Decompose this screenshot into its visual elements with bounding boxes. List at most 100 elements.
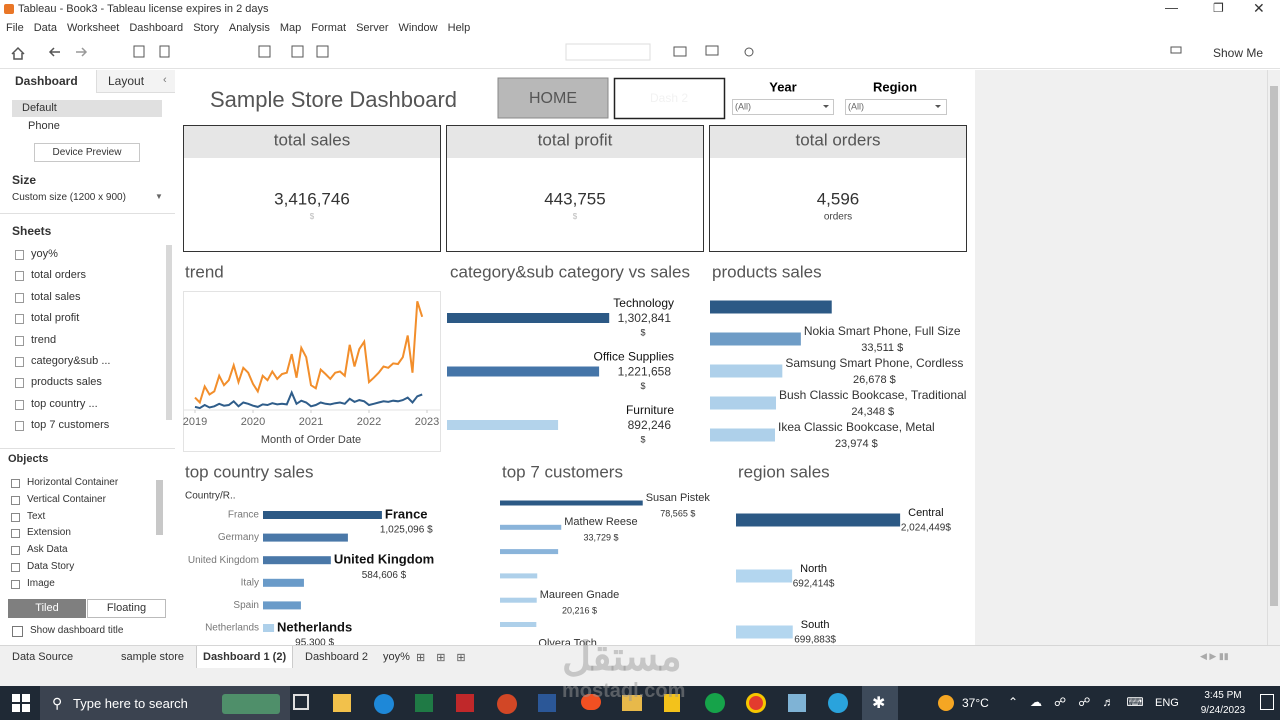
duplicate-icon[interactable] bbox=[291, 45, 304, 58]
menu-item[interactable]: Help bbox=[447, 22, 471, 34]
sheet-item[interactable]: category&sub ... bbox=[31, 355, 111, 367]
upwork[interactable] bbox=[705, 693, 725, 713]
minimize[interactable]: — bbox=[1165, 0, 1178, 15]
object-item[interactable]: Data Story bbox=[27, 561, 75, 572]
device-preview[interactable]: Device Preview bbox=[34, 143, 140, 162]
button-label[interactable]: HOME bbox=[529, 90, 577, 107]
filter-dropdown[interactable] bbox=[732, 99, 834, 115]
menu-item[interactable]: Analysis bbox=[228, 22, 270, 34]
time[interactable]: 3:45 PM bbox=[1204, 690, 1242, 701]
chrome[interactable] bbox=[746, 693, 766, 713]
soundcloud[interactable] bbox=[581, 694, 601, 710]
object-item[interactable]: Vertical Container bbox=[27, 493, 106, 505]
sidebar-tab[interactable]: Layout bbox=[108, 74, 145, 88]
filter-dropdown[interactable] bbox=[845, 99, 947, 115]
notifications[interactable] bbox=[1260, 694, 1274, 710]
new-tab-icons[interactable]: ⊞ ⊞ ⊞ bbox=[416, 652, 466, 664]
weather[interactable]: 37°C bbox=[962, 696, 989, 710]
tab[interactable]: Data Source bbox=[12, 651, 74, 663]
show-title-label[interactable]: Show dashboard title bbox=[30, 625, 124, 636]
redo-icon[interactable] bbox=[76, 47, 88, 57]
sheet-item[interactable]: trend bbox=[31, 333, 57, 346]
checkbox[interactable] bbox=[12, 626, 23, 637]
size-dropdown[interactable]: ▼ bbox=[155, 192, 163, 201]
tab-nav[interactable]: ◀ ▶ ▮▮ bbox=[1200, 651, 1229, 661]
new-sheet-icon[interactable] bbox=[258, 45, 271, 58]
tab-active[interactable]: Dashboard 1 (2) bbox=[196, 646, 294, 668]
close[interactable]: ✕ bbox=[1253, 0, 1265, 16]
button-label[interactable]: Dash 2 bbox=[650, 91, 688, 105]
sheet-item[interactable]: yoy% bbox=[31, 248, 58, 260]
tab[interactable]: yoy% bbox=[383, 651, 410, 663]
device[interactable]: Default bbox=[22, 102, 57, 114]
access[interactable] bbox=[456, 694, 474, 712]
menu-item[interactable]: Window bbox=[398, 22, 438, 34]
layout-mode-active[interactable]: Tiled bbox=[8, 599, 86, 618]
language[interactable]: ENG bbox=[1155, 697, 1179, 709]
sheet-item[interactable]: total sales bbox=[31, 290, 81, 303]
edge[interactable] bbox=[374, 694, 394, 714]
menu-item[interactable]: Format bbox=[311, 22, 347, 34]
menu-item[interactable]: Map bbox=[279, 22, 302, 34]
save-icon[interactable] bbox=[133, 45, 145, 58]
maximize[interactable]: ❐ bbox=[1213, 1, 1224, 15]
menu-item[interactable]: Worksheet bbox=[66, 22, 120, 34]
show-me[interactable]: Show Me bbox=[1213, 46, 1264, 60]
device[interactable]: Phone bbox=[28, 120, 60, 132]
tableau-icon[interactable]: ✱ bbox=[872, 695, 886, 712]
powerpoint[interactable] bbox=[497, 694, 517, 714]
task-view[interactable] bbox=[293, 694, 309, 710]
object-item[interactable]: Ask Data bbox=[27, 544, 68, 556]
word[interactable] bbox=[538, 694, 556, 712]
menu-item[interactable]: Server bbox=[356, 22, 389, 34]
app-store[interactable] bbox=[333, 694, 351, 712]
object-item[interactable]: Text bbox=[27, 510, 46, 522]
home-icon[interactable] bbox=[11, 46, 25, 60]
sheet-item[interactable]: top 7 customers bbox=[31, 419, 110, 432]
scrollbar[interactable] bbox=[166, 245, 172, 420]
object-item[interactable]: Horizontal Container bbox=[27, 477, 119, 488]
size-value[interactable]: Custom size (1200 x 900) bbox=[12, 192, 126, 203]
share-icon[interactable] bbox=[744, 47, 754, 57]
scrollbar[interactable] bbox=[156, 480, 163, 535]
column-header: Country/R.. bbox=[185, 491, 236, 502]
menu-item[interactable]: Story bbox=[193, 22, 219, 34]
datasource-icon[interactable] bbox=[159, 45, 170, 58]
clear-icon[interactable] bbox=[316, 45, 329, 58]
power-bi[interactable] bbox=[664, 694, 680, 712]
layout-mode[interactable]: Floating bbox=[87, 599, 166, 618]
sheet-item[interactable]: total orders bbox=[31, 269, 87, 282]
object-item[interactable]: Image bbox=[27, 577, 55, 589]
sheet-item[interactable]: top country ... bbox=[31, 397, 98, 410]
telegram[interactable] bbox=[828, 693, 848, 713]
collapse[interactable]: ‹ bbox=[163, 74, 167, 86]
v-scroll-thumb[interactable] bbox=[1270, 86, 1278, 606]
presentation-icon[interactable] bbox=[705, 45, 719, 56]
tab[interactable]: sample store bbox=[121, 651, 184, 663]
tableau-active[interactable] bbox=[862, 686, 898, 720]
object-item[interactable]: Extension bbox=[27, 527, 71, 539]
menu-item[interactable]: Dashboard bbox=[129, 22, 184, 34]
explorer[interactable] bbox=[622, 695, 642, 711]
start-button[interactable] bbox=[12, 694, 32, 714]
excel[interactable] bbox=[415, 694, 433, 712]
date[interactable]: 9/24/2023 bbox=[1200, 705, 1246, 716]
fit-dropdown[interactable] bbox=[565, 43, 651, 61]
sheet-item[interactable]: total profit bbox=[31, 312, 80, 325]
menu-item[interactable]: File bbox=[6, 22, 24, 34]
undo-icon[interactable] bbox=[48, 47, 60, 57]
tray-icons[interactable]: ⌃ ☁ ☍ ☍ ♬ ⌨ bbox=[1008, 695, 1144, 709]
dash2-button[interactable] bbox=[613, 77, 726, 120]
sheet-item[interactable]: products sales bbox=[31, 376, 102, 389]
search-text[interactable]: Type here to search bbox=[73, 696, 188, 711]
menu-item[interactable]: Data bbox=[33, 22, 57, 34]
filter-value[interactable]: (All) bbox=[735, 101, 751, 111]
filter-value[interactable]: (All) bbox=[848, 101, 864, 111]
app[interactable] bbox=[788, 694, 806, 712]
v-scroll[interactable] bbox=[1267, 70, 1280, 645]
show-me-icon[interactable] bbox=[1170, 46, 1182, 54]
sidebar-tab[interactable]: Dashboard bbox=[15, 74, 78, 88]
home-button[interactable] bbox=[497, 77, 609, 119]
tab[interactable]: Dashboard 2 bbox=[305, 651, 368, 663]
cards-icon[interactable] bbox=[673, 46, 687, 57]
